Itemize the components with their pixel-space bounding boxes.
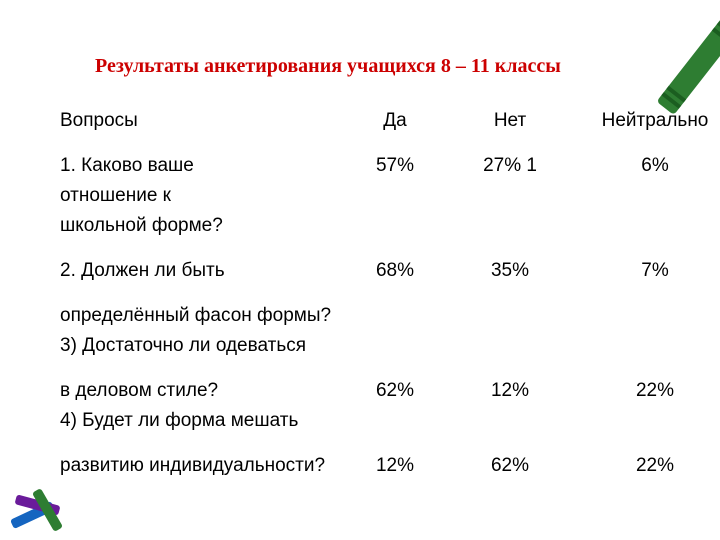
cell-yes: 62% — [365, 380, 425, 402]
cell-question: 1. Каково ваше — [60, 155, 194, 177]
cell-question: развитию индивидуальности? — [60, 455, 325, 477]
cell-question: определённый фасон формы? — [60, 305, 331, 327]
header-neutral: Нейтрально — [590, 110, 720, 132]
cell-no: 27% 1 — [470, 155, 550, 177]
cell-question: отношение к — [60, 185, 171, 207]
cell-question: 4) Будет ли форма мешать — [60, 410, 298, 432]
cell-no: 12% — [470, 380, 550, 402]
cell-no: 62% — [470, 455, 550, 477]
cell-neutral: 22% — [590, 455, 720, 477]
cell-yes: 57% — [365, 155, 425, 177]
cell-neutral: 7% — [590, 260, 720, 282]
crayon-icon — [656, 15, 720, 115]
cell-question: 2. Должен ли быть — [60, 260, 225, 282]
cell-question: 3) Достаточно ли одеваться — [60, 335, 306, 357]
header-yes: Да — [365, 110, 425, 132]
cell-question: школьной форме? — [60, 215, 223, 237]
crayon-pile-icon — [10, 475, 65, 530]
header-questions: Вопросы — [60, 110, 138, 132]
cell-yes: 68% — [365, 260, 425, 282]
cell-question: в деловом стиле? — [60, 380, 218, 402]
page-title: Результаты анкетирования учащихся 8 – 11… — [95, 55, 561, 78]
cell-neutral: 6% — [590, 155, 720, 177]
cell-no: 35% — [470, 260, 550, 282]
cell-yes: 12% — [365, 455, 425, 477]
cell-neutral: 22% — [590, 380, 720, 402]
header-no: Нет — [470, 110, 550, 132]
